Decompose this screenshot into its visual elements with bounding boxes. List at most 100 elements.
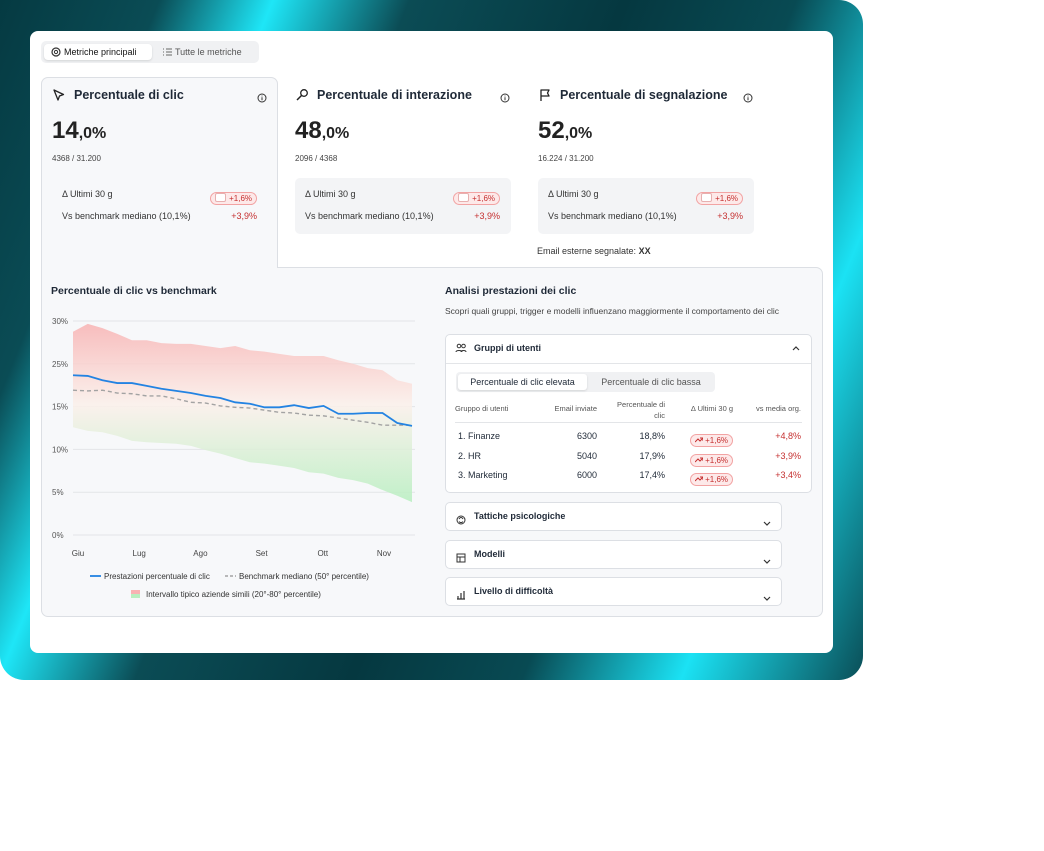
- metric-icon-svg: [53, 89, 65, 101]
- benchmark-value: +3,9%: [231, 211, 257, 221]
- chart-title: Percentuale di clic vs benchmark: [51, 285, 217, 297]
- trend-svg: [694, 457, 704, 463]
- badge: +1,6%: [453, 192, 500, 205]
- section-icon: [456, 587, 466, 600]
- badge: +1,6%: [690, 453, 733, 467]
- chevron-up[interactable]: [792, 345, 800, 351]
- metric-title[interactable]: Percentuale di clic: [74, 88, 184, 102]
- tab-active[interactable]: Metriche principali: [44, 44, 152, 60]
- x-tick-label: Giu: [72, 549, 84, 558]
- vs-org: +3,9%: [775, 450, 801, 461]
- metric-value: 52,0%: [538, 117, 592, 145]
- chevron-down[interactable]: [763, 589, 771, 601]
- trend-icon: [694, 475, 704, 484]
- info-icon[interactable]: [500, 90, 510, 103]
- group-name[interactable]: 1. Finanze: [458, 431, 501, 441]
- badge-value: +1,6%: [705, 455, 728, 465]
- click-rate: 18,8%: [639, 431, 665, 441]
- chevron-down[interactable]: [763, 552, 771, 564]
- metric-value: 48,0%: [295, 117, 349, 145]
- value-int: 52: [538, 117, 565, 144]
- info-icon[interactable]: [257, 90, 267, 103]
- tab-label: Metriche principali: [64, 47, 137, 57]
- y-tick-label: 15%: [52, 403, 68, 412]
- selected-card[interactable]: [41, 77, 278, 277]
- y-tick-label: 30%: [52, 317, 68, 326]
- analysis-subtitle: Scopri quali gruppi, trigger e modelli i…: [445, 306, 780, 316]
- group-name[interactable]: 2. HR: [458, 450, 482, 461]
- inner-tab-active[interactable]: Percentuale di clic elevata: [458, 374, 587, 390]
- trend-icon: [694, 436, 704, 445]
- y-tick-label: 0%: [52, 531, 64, 540]
- legend-swatch-bottom: [131, 594, 140, 598]
- badge-box: [701, 193, 713, 202]
- metric-box: [295, 178, 511, 234]
- accordion-title[interactable]: Tattiche psicologiche: [474, 511, 566, 521]
- badge-value: +1,6%: [472, 194, 495, 203]
- info-icon-svg: [257, 93, 267, 103]
- x-tick-label: Ago: [193, 549, 208, 558]
- metric-icon: [295, 88, 309, 102]
- info-icon-svg: [743, 93, 753, 103]
- delta-badge: +1,6%: [210, 188, 257, 206]
- chevron-down[interactable]: [763, 514, 771, 526]
- badge-box: [458, 193, 470, 202]
- chart: 0% 5% 10% 15% 25% 30% Giu Lug Ago Set Ott Nov Presta…: [52, 317, 415, 599]
- metric-title[interactable]: Percentuale di segnalazione: [560, 88, 728, 102]
- chevron-down-svg: [763, 596, 771, 601]
- x-tick-label: Ott: [317, 549, 328, 558]
- accordion-title[interactable]: Gruppi di utenti: [474, 343, 541, 353]
- trend-svg: [694, 437, 704, 443]
- chevron-down-svg: [763, 521, 771, 526]
- accordion[interactable]: [445, 539, 782, 569]
- badge: +1,6%: [690, 473, 733, 487]
- delta-label: Δ Ultimi 30 g: [548, 189, 599, 199]
- benchmark-value: +3,9%: [474, 211, 500, 221]
- list-icon: [163, 48, 172, 56]
- inner-tab[interactable]: Percentuale di clic bassa: [601, 377, 701, 387]
- legend-label: Intervallo tipico aziende simili (20°-80…: [146, 590, 321, 599]
- series-line: [72, 374, 413, 427]
- analysis-title: Analisi prestazioni dei clic: [445, 285, 577, 297]
- y-tick-label: 10%: [52, 445, 68, 454]
- metric-ratio: 4368 / 31.200: [52, 154, 101, 163]
- value-dec: ,0%: [564, 125, 593, 142]
- legend-label: Benchmark mediano (50° percentile): [239, 572, 369, 581]
- value-int: 14: [52, 117, 79, 144]
- emails-sent: 5040: [576, 450, 597, 461]
- value-dec: ,0%: [78, 125, 107, 142]
- header-divider: [455, 422, 802, 423]
- metric-icon-svg: [296, 89, 308, 101]
- section-icon-svg: [456, 553, 466, 562]
- badge-value: +1,6%: [705, 475, 728, 485]
- badge: +1,6%: [210, 192, 257, 205]
- badge: +1,6%: [690, 434, 733, 447]
- y-tick-label: 25%: [52, 360, 68, 369]
- accordion[interactable]: [445, 502, 782, 531]
- accordion-title[interactable]: Modelli: [474, 548, 505, 559]
- chevron-down-svg: [763, 559, 771, 564]
- value-dec: ,0%: [321, 125, 350, 142]
- badge-value: +1,6%: [705, 436, 728, 445]
- x-tick-label: Lug: [133, 549, 146, 558]
- info-icon[interactable]: [743, 90, 753, 103]
- users-icon: [455, 343, 467, 353]
- accordion[interactable]: [445, 577, 782, 606]
- delta-badge: +1,6%: [696, 188, 743, 206]
- tab[interactable]: Tutte le metriche: [163, 44, 242, 60]
- metric-ratio: 16.224 / 31.200: [538, 154, 594, 163]
- x-tick-label: Nov: [377, 549, 391, 558]
- accordion-open: [445, 334, 812, 493]
- section-icon-svg: [457, 591, 465, 600]
- legend-label: Prestazioni percentuale di clic: [104, 572, 210, 581]
- info-icon-svg: [500, 93, 510, 103]
- column-header: Percentuale di clic: [617, 400, 665, 420]
- note: Email esterne segnalate: XX: [537, 246, 651, 256]
- delta-badge: +1,6%: [690, 469, 733, 487]
- metric-icon: [538, 88, 552, 102]
- badge-box: [215, 193, 227, 202]
- group-name[interactable]: 3. Marketing: [458, 470, 508, 481]
- accordion-title[interactable]: Livello di difficoltà: [474, 586, 554, 596]
- metric-title[interactable]: Percentuale di interazione: [317, 88, 472, 102]
- legend-swatch-top: [131, 590, 140, 594]
